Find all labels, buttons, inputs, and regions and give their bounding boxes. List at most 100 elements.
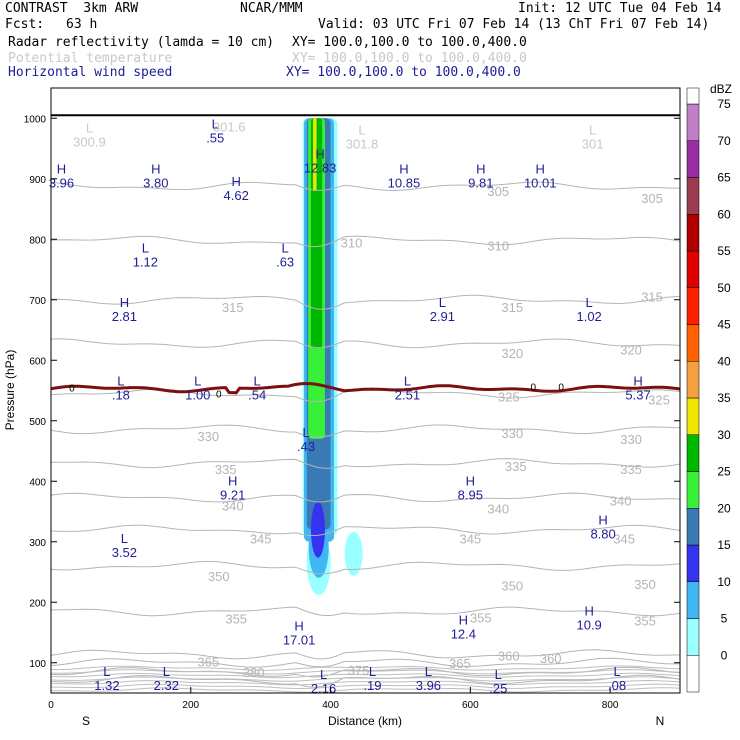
theta-label: 310 (341, 235, 363, 250)
theta-label: 365 (449, 656, 471, 671)
theta-label: 355 (225, 612, 247, 627)
colorbar-swatch (686, 140, 700, 178)
extremum-letter: L (369, 664, 376, 679)
reflectivity-40dbz (313, 118, 317, 191)
theta-contour-upper (50, 669, 681, 675)
extremum-value: 1.00 (185, 387, 210, 402)
center-title: NCAR/MMM (240, 1, 303, 16)
colorbar-label: 75 (717, 97, 731, 111)
theta-contour-305 (50, 181, 681, 192)
theta-label: 375 (348, 663, 370, 678)
colorbar-label: 10 (717, 575, 731, 589)
extremum-value: 300.9 (73, 135, 106, 150)
theta-label: 315 (222, 300, 244, 315)
theta-contour-330 (50, 424, 681, 438)
extremum-value: 8.80 (590, 527, 615, 542)
colorbar-swatch (686, 544, 700, 582)
extremum-letter: L (589, 122, 596, 137)
theta-contour-340 (50, 492, 681, 503)
extremum-letter: L (425, 664, 432, 679)
extremum-value: 301.6 (213, 119, 246, 134)
extremum-letter: H (315, 147, 324, 162)
extremum-value: 2.51 (395, 387, 420, 402)
theta-label: 340 (610, 494, 632, 509)
extremum-value: 4.62 (224, 188, 249, 203)
extremum-letter: L (495, 667, 502, 682)
extremum-value: 10.01 (524, 176, 557, 191)
extremum-letter: H (466, 473, 475, 488)
y-axis-title: Pressure (hPa) (3, 350, 17, 431)
theta-contour-upper (50, 665, 681, 671)
colorbar-swatch (686, 177, 700, 215)
zero-label: 0 (216, 390, 222, 401)
extremum-value: .25 (489, 681, 507, 696)
x-tick-label: 200 (182, 700, 199, 711)
theta-label: 305 (487, 184, 509, 199)
extremum-letter: H (57, 162, 66, 177)
field-name-reflectivity: Radar reflectivity (lamda = 10 cm) (8, 35, 275, 50)
reflectivity-top-15dbz (310, 501, 325, 558)
field-name-theta: Potential temperature (8, 51, 173, 66)
extremum-letter: H (232, 174, 241, 189)
x-tick-label: 600 (462, 700, 479, 711)
y-tick-label: 100 (29, 659, 46, 670)
extremum-letter: L (586, 295, 593, 310)
extremum-letter: L (320, 667, 327, 682)
extremum-letter: L (142, 240, 149, 255)
colorbar-label: 20 (717, 501, 731, 515)
colorbar-label: 55 (717, 244, 731, 258)
theta-label: 330 (197, 429, 219, 444)
extremum-letter: H (399, 162, 408, 177)
extremum-value: 2.91 (430, 309, 455, 324)
theta-contour-335 (50, 458, 681, 469)
x-tick-label: 0 (48, 700, 54, 711)
extremum-value: .63 (276, 254, 294, 269)
colorbar-label: 25 (717, 465, 731, 479)
theta-label: 345 (250, 532, 272, 547)
extremum-letter: L (613, 664, 620, 679)
colorbar-label: 30 (717, 428, 731, 442)
colorbar-swatch (686, 434, 700, 472)
x-axis-title: Distance (km) (328, 714, 402, 728)
extremum-letter: H (151, 162, 160, 177)
extremum-value: 2.32 (154, 678, 179, 693)
theta-label: 305 (641, 191, 663, 206)
extremum-value: 1.32 (94, 678, 119, 693)
colorbar-label: 70 (717, 134, 731, 148)
extremum-letter: H (228, 473, 237, 488)
theta-label: 350 (634, 577, 656, 592)
y-tick-label: 700 (29, 296, 46, 307)
extremum-letter: L (121, 531, 128, 546)
y-tick-label: 600 (29, 356, 46, 367)
theta-label: 355 (634, 613, 656, 628)
theta-label: 325 (648, 393, 670, 408)
extremum-value: 17.01 (283, 632, 316, 647)
extremum-value: .43 (297, 439, 315, 454)
theta-label: 355 (470, 610, 492, 625)
colorbar-swatch (686, 324, 700, 362)
theta-contour-365 (50, 657, 681, 668)
theta-contour-upper (50, 687, 681, 693)
extremum-letter: L (194, 373, 201, 388)
extremum-value: 12.4 (451, 626, 476, 641)
theta-contour-upper (50, 676, 681, 682)
extremum-value: 10.85 (388, 176, 421, 191)
extremum-letter: H (584, 603, 593, 618)
extremum-value: 3.96 (416, 678, 441, 693)
theta-label: 345 (459, 532, 481, 547)
extremum-letter: L (117, 373, 124, 388)
theta-label: 320 (501, 346, 523, 361)
colorbar-title: dBZ (710, 82, 732, 96)
theta-label: 315 (641, 290, 663, 305)
colorbar-label: 65 (717, 171, 731, 185)
colorbar-label: 35 (717, 391, 731, 405)
theta-label: 330 (501, 426, 523, 441)
valid-time: Valid: 03 UTC Fri 07 Feb 14 (13 ChT Fri … (318, 17, 710, 32)
zero-wind-contour (50, 381, 681, 395)
x-tick-label: 400 (322, 700, 339, 711)
extremum-letter: H (598, 513, 607, 528)
extremum-value: 2.81 (112, 309, 137, 324)
extremum-value: 10.9 (576, 617, 601, 632)
extremum-value: .08 (608, 678, 626, 693)
